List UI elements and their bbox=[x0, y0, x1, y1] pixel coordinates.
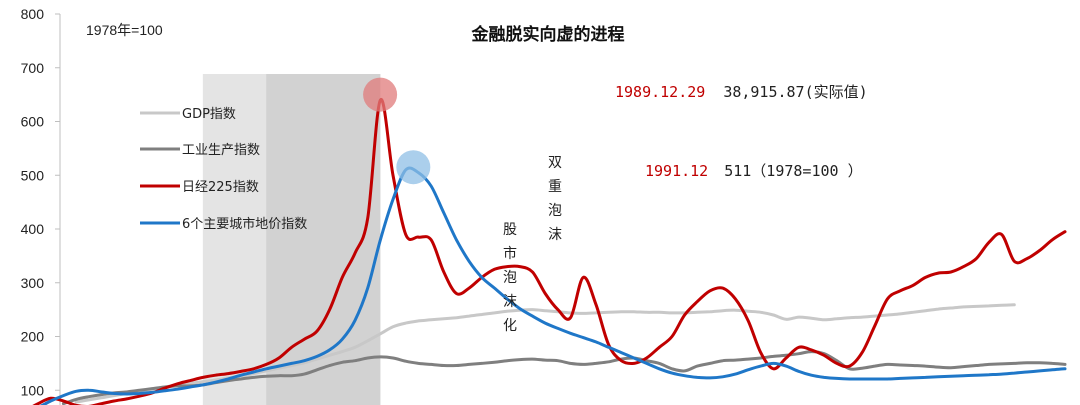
land-peak-value: 511（1978=100 ） bbox=[724, 162, 862, 180]
nikkei-peak-annotation: 1989.12.29 38,915.87(实际值) bbox=[615, 83, 868, 101]
y-tick-label: 100 bbox=[21, 382, 45, 398]
y-tick-label: 700 bbox=[21, 60, 45, 76]
region-label-double-bubble: 双重泡沫 bbox=[548, 155, 562, 243]
y-tick-label: 500 bbox=[21, 167, 45, 183]
peak-marker-circle-0 bbox=[363, 77, 398, 112]
chart-title: 金融脱实向虚的进程 bbox=[471, 24, 625, 45]
series-line-nikkei bbox=[32, 98, 1067, 405]
y-tick-label: 300 bbox=[21, 275, 45, 291]
legend: GDP指数 工业生产指数 日经225指数 6个主要城市地价指数 bbox=[140, 107, 307, 232]
nikkei-peak-value: 38,915.87(实际值) bbox=[723, 83, 867, 101]
series-line-land bbox=[39, 166, 1067, 405]
y-tick-label: 200 bbox=[21, 329, 45, 345]
peak-marker-circle-1 bbox=[396, 150, 431, 185]
shaded-regions bbox=[202, 74, 381, 405]
legend-label-industrial: 工业生产指数 bbox=[182, 143, 260, 158]
legend-label-gdp: GDP指数 bbox=[182, 107, 236, 122]
nikkei-peak-date: 1989.12.29 bbox=[615, 83, 705, 101]
peak-markers bbox=[363, 77, 431, 185]
legend-label-land: 6个主要城市地价指数 bbox=[182, 216, 307, 232]
legend-label-nikkei: 日经225指数 bbox=[182, 180, 259, 195]
y-tick-label: 400 bbox=[21, 221, 45, 237]
y-tick-label: 600 bbox=[21, 114, 45, 130]
base-note: 1978年=100 bbox=[86, 22, 163, 38]
series-line-industrial bbox=[61, 350, 1067, 405]
region-label-stock-bubble: 股市泡沫化 bbox=[503, 222, 517, 334]
y-axis: 100 200 300 400 500 600 700 800 bbox=[21, 6, 61, 405]
land-peak-date: 1991.12 bbox=[645, 162, 708, 180]
series-lines bbox=[32, 98, 1067, 405]
land-peak-annotation: 1991.12 511（1978=100 ） bbox=[645, 162, 863, 180]
y-tick-label: 800 bbox=[21, 6, 45, 22]
